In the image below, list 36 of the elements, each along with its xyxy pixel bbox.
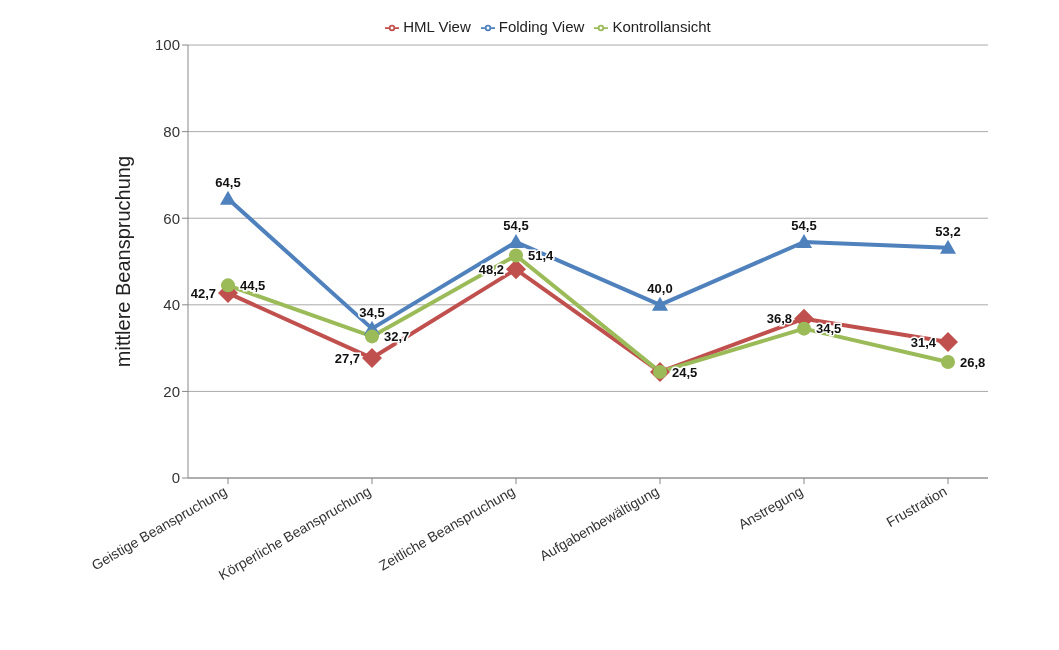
data-label: 64,5 <box>215 174 241 190</box>
data-label: 27,7 <box>334 350 360 366</box>
legend-label: Folding View <box>498 18 585 35</box>
point <box>797 321 811 336</box>
point <box>365 329 379 344</box>
point <box>221 278 235 293</box>
y-tick-label: 60 <box>163 209 180 227</box>
data-label: 34,5 <box>359 304 385 320</box>
data-label: 26,8 <box>960 354 986 370</box>
point <box>652 296 668 311</box>
data-label: 44,5 <box>240 277 266 293</box>
data-label: 42,7 <box>190 285 216 301</box>
legend-label: Kontrollansicht <box>612 18 711 35</box>
point <box>220 190 236 205</box>
point <box>508 234 524 249</box>
point <box>509 248 523 263</box>
point <box>362 348 382 369</box>
point <box>506 259 526 280</box>
data-label: 36,8 <box>766 311 792 327</box>
legend-label: HML View <box>403 18 471 35</box>
data-label: 53,2 <box>935 223 961 239</box>
point <box>938 332 958 353</box>
data-label: 40,0 <box>647 280 673 296</box>
y-tick-label: 40 <box>163 296 180 314</box>
data-label: 24,5 <box>672 364 698 380</box>
point <box>941 354 955 369</box>
data-label: 54,5 <box>503 218 529 234</box>
y-tick-label: 0 <box>171 469 180 487</box>
data-label: 34,5 <box>816 321 842 337</box>
y-tick-label: 100 <box>154 36 180 54</box>
y-axis-title: mittlere Beanspruchung <box>112 155 135 368</box>
data-label: 54,5 <box>791 218 817 234</box>
point <box>796 234 812 249</box>
y-tick-label: 20 <box>163 382 180 400</box>
point <box>940 239 956 254</box>
y-tick-label: 80 <box>163 122 180 140</box>
